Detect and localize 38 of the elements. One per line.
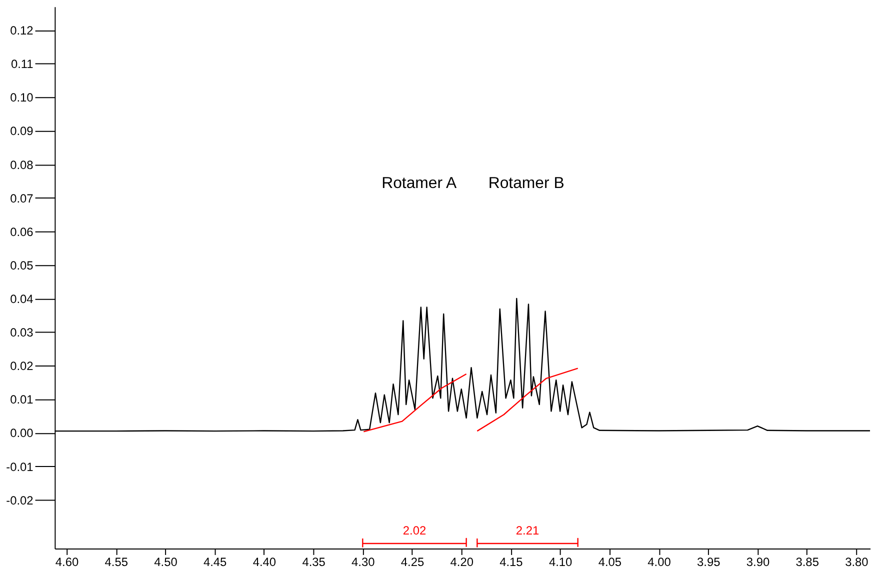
- line-series: [363, 373, 467, 432]
- line-series: [476, 368, 578, 432]
- y-tick-label: 0.12: [10, 24, 34, 38]
- x-tick-label: 3.90: [746, 554, 770, 569]
- x-tick-label: 4.25: [400, 554, 424, 569]
- x-tick-label: 4.40: [252, 554, 276, 569]
- y-tick-label: -0.01: [6, 460, 34, 474]
- x-tick-label: 4.45: [203, 554, 228, 569]
- y-tick-label: 0.02: [10, 359, 34, 374]
- x-tick-label: 4.20: [450, 554, 474, 569]
- x-tick-label: 4.00: [648, 554, 672, 569]
- annotation: Rotamer A: [382, 174, 458, 192]
- x-tick-label: 4.55: [104, 554, 128, 569]
- y-tick-label: 0.09: [10, 124, 34, 138]
- y-tick-label: 0.04: [10, 292, 34, 306]
- x-tick-label: 3.85: [796, 554, 820, 569]
- y-tick-label: 0.11: [10, 57, 34, 72]
- y-tick-label: -0.02: [6, 493, 34, 508]
- y-tick-label: 0.06: [10, 224, 34, 239]
- y-tick-label: 0.00: [10, 426, 34, 440]
- y-tick-label: 0.01: [10, 392, 34, 407]
- x-tick-label: 4.30: [352, 554, 376, 569]
- annotation: Rotamer B: [488, 174, 564, 192]
- y-tick-label: 0.08: [10, 158, 34, 172]
- x-tick-label: 4.15: [500, 554, 524, 569]
- annotation: 2.02: [402, 524, 426, 538]
- y-tick-label: 0.05: [10, 258, 34, 272]
- annotation: 2.21: [516, 524, 540, 538]
- x-tick-label: 4.35: [302, 554, 326, 569]
- y-tick-label: 0.03: [10, 326, 34, 340]
- y-tick-label: 0.07: [10, 191, 34, 206]
- x-tick-label: 3.80: [845, 554, 869, 569]
- x-tick-label: 4.10: [548, 554, 573, 569]
- x-tick-label: 4.50: [154, 554, 178, 569]
- y-tick-label: 0.10: [10, 90, 34, 105]
- x-tick-label: 4.05: [598, 554, 622, 569]
- x-tick-label: 4.60: [55, 554, 79, 569]
- x-tick-label: 3.95: [697, 554, 721, 569]
